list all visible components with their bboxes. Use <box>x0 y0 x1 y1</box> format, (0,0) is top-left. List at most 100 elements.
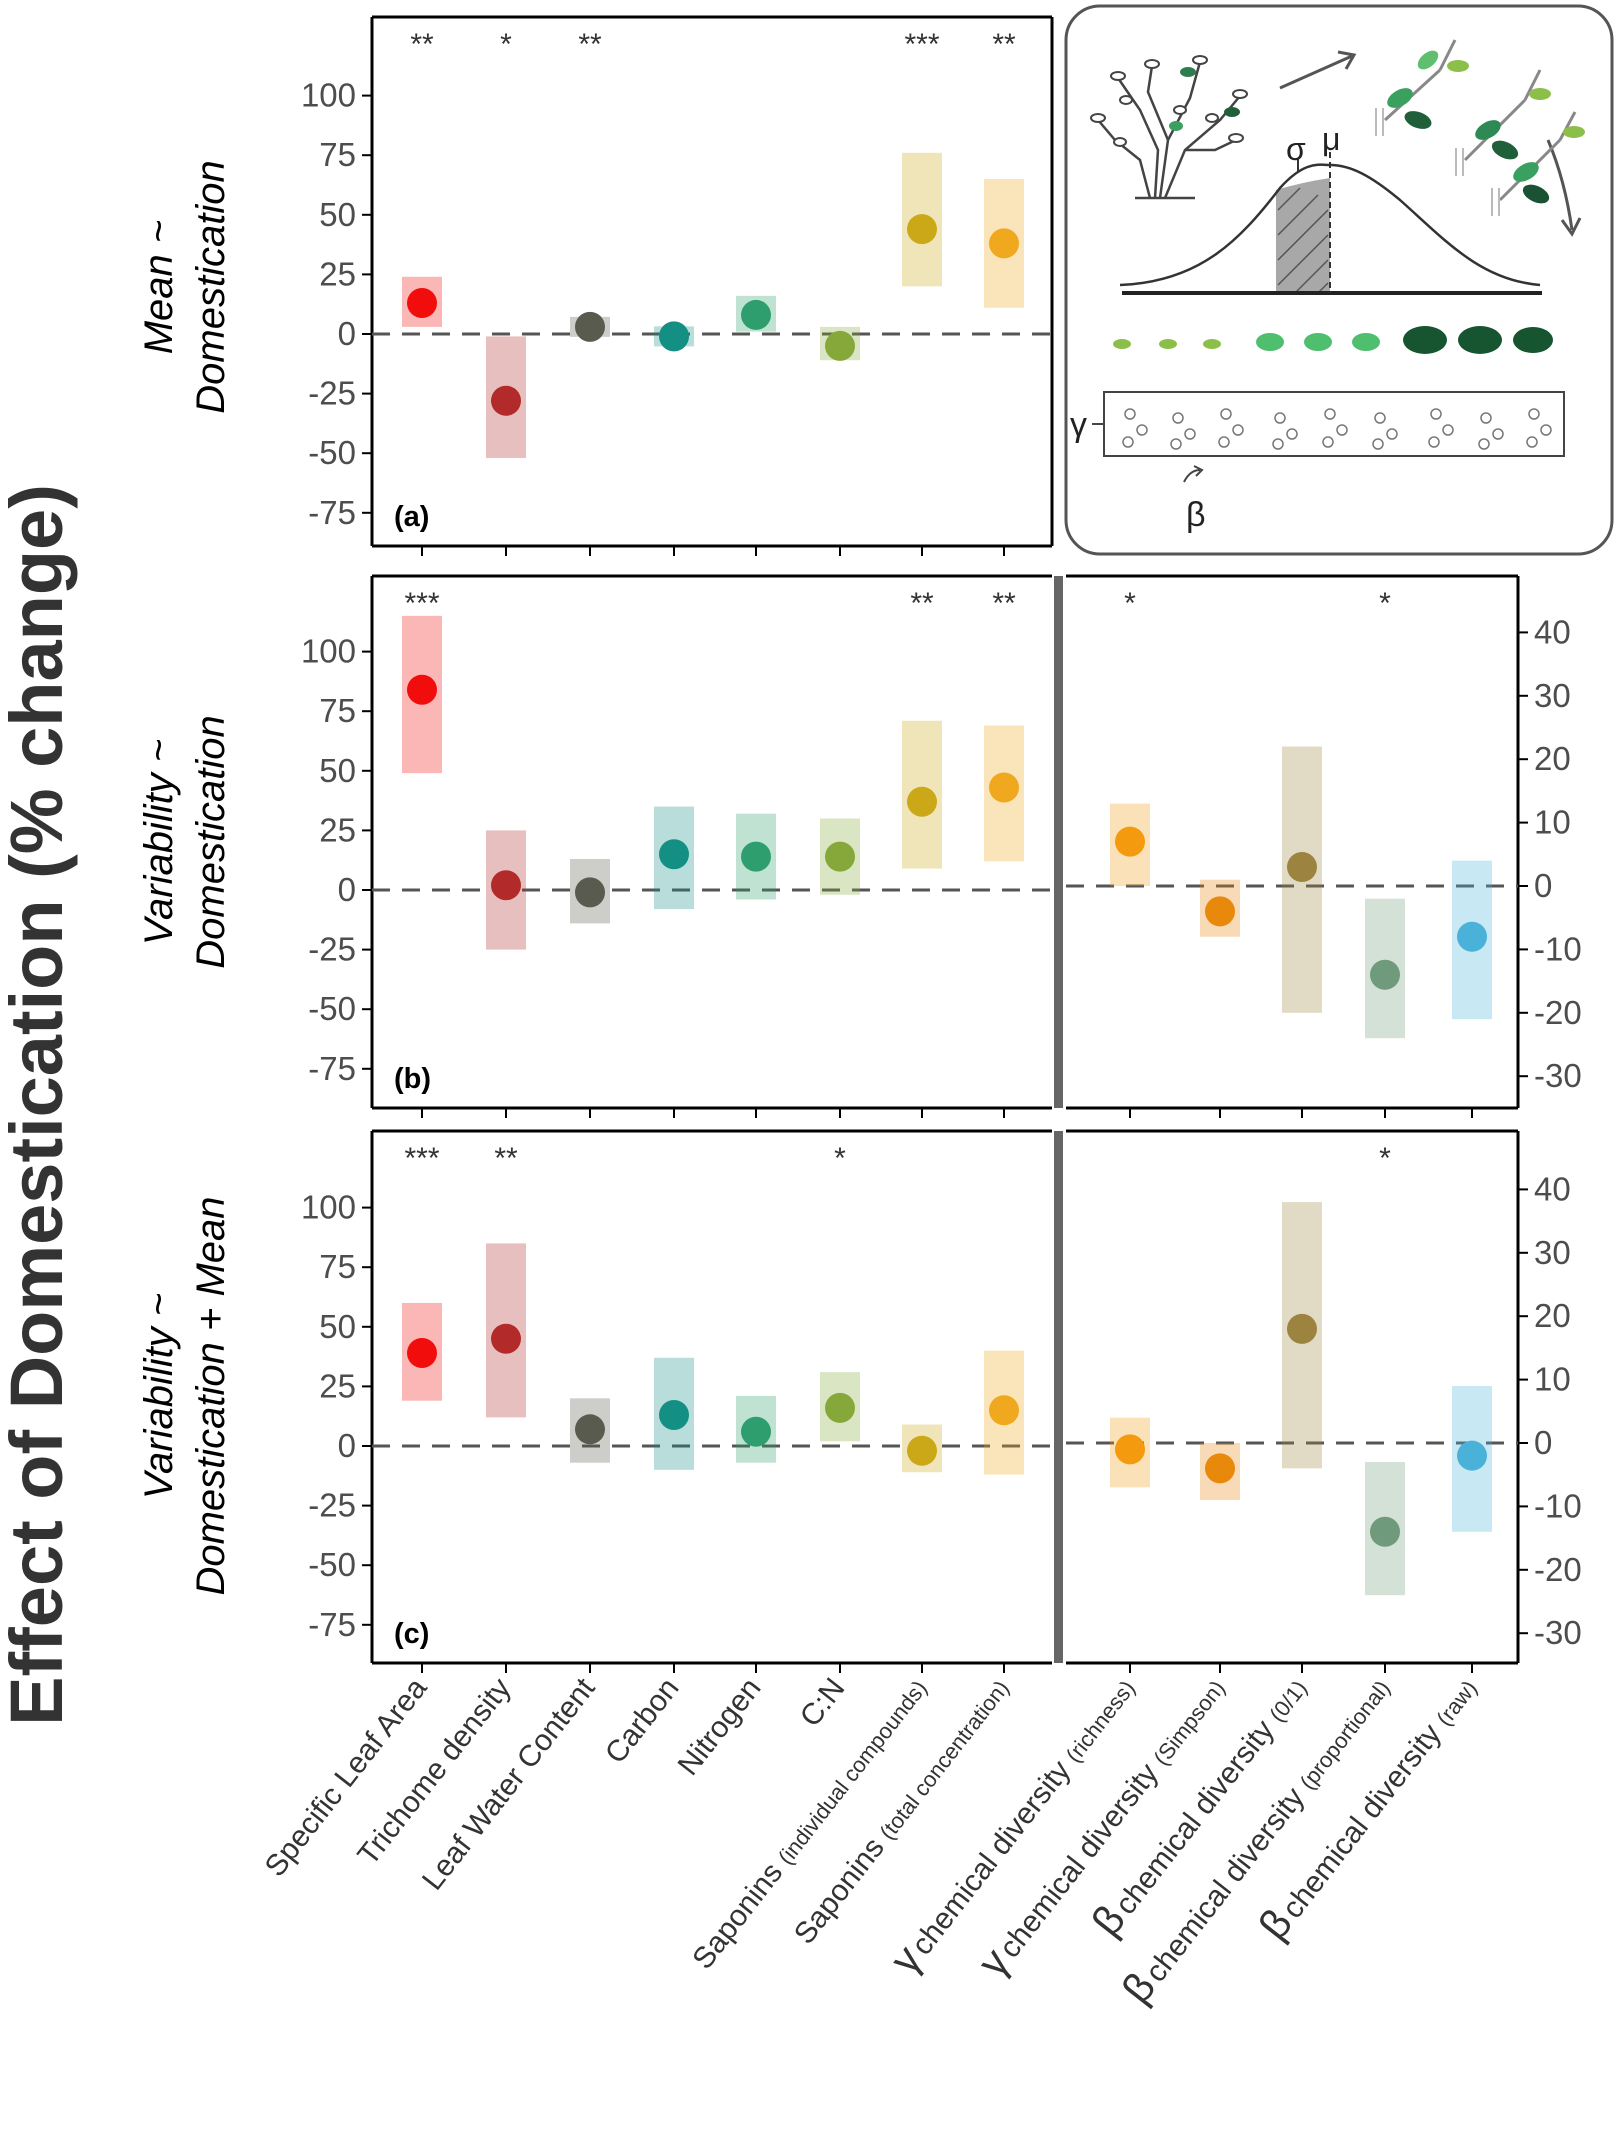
data-point <box>575 311 605 342</box>
data-point <box>825 841 855 872</box>
y-tick-label: -25 <box>308 1487 356 1524</box>
row-label-a: Mean ~ Domestication <box>137 160 233 413</box>
data-point <box>575 877 605 908</box>
distribution-curve-icon <box>1119 152 1542 295</box>
y-tick-label: 50 <box>319 1308 356 1345</box>
y-tick-label: 40 <box>1534 1170 1571 1207</box>
significance-label: * <box>1124 587 1136 620</box>
data-point <box>741 299 771 330</box>
y-tick-label: 75 <box>319 136 356 173</box>
row-label-a-line1: Mean ~ <box>137 220 181 355</box>
y-tick-label: 100 <box>301 77 356 114</box>
x-tick-label-sub: (0/1) <box>1264 1676 1312 1727</box>
row-label-a-line2: Domestication <box>189 160 233 413</box>
data-point <box>407 674 437 705</box>
data-point <box>1457 1440 1487 1471</box>
data-point <box>1457 921 1487 952</box>
data-point <box>407 288 437 319</box>
data-point <box>491 1323 521 1354</box>
row-label-b-line2: Domestication <box>189 715 233 968</box>
y-tick-label: 75 <box>319 1248 356 1285</box>
x-tick-label-main: Trichome density <box>352 1672 518 1871</box>
data-point <box>907 214 937 245</box>
y-tick-label: 50 <box>319 196 356 233</box>
x-tick-label-sub: (individual compounds) <box>773 1676 932 1870</box>
panel-separator-c <box>1054 1131 1063 1663</box>
panel-separator-b <box>1054 576 1063 1108</box>
y-tick-label: -10 <box>1534 930 1582 967</box>
y-axis-title: Effect of Domestication (% change) <box>0 484 78 1726</box>
x-tick-label-main: chemical diversity <box>1109 1714 1281 1921</box>
y-tick-label: -10 <box>1534 1487 1582 1524</box>
y-tick-label: -50 <box>308 434 356 471</box>
significance-label: ** <box>992 28 1016 61</box>
domesticated-branches-icon <box>1375 39 1585 216</box>
significance-label: * <box>1379 1142 1391 1175</box>
data-point <box>989 228 1019 259</box>
x-tick-label: Specific Leaf Area <box>259 1672 434 1883</box>
data-point <box>407 1338 437 1369</box>
significance-label: * <box>834 1142 846 1175</box>
data-point <box>491 870 521 901</box>
y-tick-label: -75 <box>308 494 356 531</box>
data-point <box>575 1414 605 1445</box>
data-point <box>491 385 521 416</box>
y-tick-label: 50 <box>319 752 356 789</box>
data-point <box>1287 851 1317 882</box>
row-label-b: Variability ~ Domestication <box>137 715 233 968</box>
row-label-b-line1: Variability ~ <box>137 739 181 945</box>
x-tick-label-main: chemical diversity <box>1276 1718 1448 1925</box>
y-tick-label: -30 <box>1534 1057 1582 1094</box>
wild-plant-green-leaves <box>1169 67 1240 131</box>
leaf-size-gradient-icon <box>1113 326 1553 354</box>
x-tick-label: C:N <box>794 1672 852 1733</box>
significance-label: ** <box>910 587 934 620</box>
wild-plant-leaves-icon <box>1090 55 1248 147</box>
y-tick-label: 30 <box>1534 677 1571 714</box>
significance-label: *** <box>404 587 439 620</box>
data-point <box>989 1395 1019 1426</box>
x-tick-label-main: Specific Leaf Area <box>259 1672 434 1883</box>
x-tick-label-main: C:N <box>794 1672 852 1733</box>
y-tick-label: 25 <box>319 1367 356 1404</box>
data-point <box>1115 826 1145 857</box>
data-point <box>1205 896 1235 927</box>
y-tick-label: 100 <box>301 633 356 670</box>
y-tick-label: -25 <box>308 931 356 968</box>
x-tick-label-sub: (raw) <box>1431 1676 1482 1731</box>
data-point <box>825 330 855 361</box>
beta-arrow-icon <box>1183 465 1204 483</box>
data-point <box>825 1392 855 1423</box>
x-tick-label-sub: (Simpson) <box>1149 1676 1230 1770</box>
y-tick-label: 30 <box>1534 1234 1571 1271</box>
y-tick-label: 40 <box>1534 613 1571 650</box>
y-tick-label: 0 <box>338 315 356 352</box>
x-tick-label: Carbon <box>599 1672 686 1770</box>
significance-label: ** <box>578 28 602 61</box>
y-tick-label: 75 <box>319 692 356 729</box>
y-tick-label: 10 <box>1534 1361 1571 1398</box>
row-label-c-line2: Domestication + Mean <box>189 1196 233 1595</box>
y-tick-label: 10 <box>1534 804 1571 841</box>
y-tick-label: 20 <box>1534 740 1571 777</box>
data-point <box>907 1435 937 1466</box>
data-point <box>989 772 1019 803</box>
y-tick-label: 0 <box>338 1427 356 1464</box>
significance-label: ** <box>494 1142 518 1175</box>
compound-glyphs-icon <box>1122 408 1552 450</box>
significance-label: * <box>1379 587 1391 620</box>
y-tick-label: -50 <box>308 1546 356 1583</box>
inset-illustration: σ μ γ β <box>1064 4 1614 556</box>
y-tick-label: 25 <box>319 255 356 292</box>
significance-label: * <box>500 28 512 61</box>
data-point <box>1370 1516 1400 1547</box>
x-tick-label-sub: (richness) <box>1061 1676 1140 1767</box>
significance-label: *** <box>904 28 939 61</box>
y-tick-label: -50 <box>308 990 356 1027</box>
panel-b-right: 40 30 20 10 0 -10 -20 -30 * * <box>1066 574 1582 1118</box>
